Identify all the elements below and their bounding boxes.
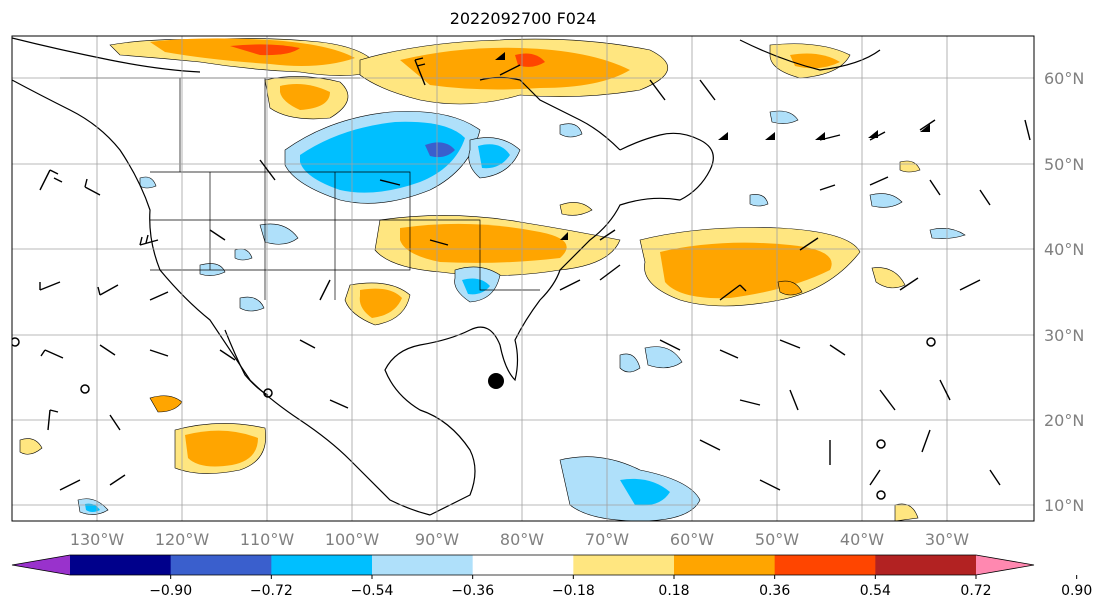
graticule [12, 36, 1034, 521]
colorbar-segment [372, 555, 474, 575]
wind-barb-pennants [495, 52, 930, 240]
colorbar-tick-label: −0.90 [149, 583, 192, 599]
colorbar-extend-low [12, 555, 70, 575]
lat-label-20: 20°N [1044, 411, 1084, 430]
colorbar-tick-labels: −0.90 −0.72 −0.54 −0.36 −0.18 0.18 0.36 0.54 0.7… [149, 575, 1092, 599]
colorbar-tick-label: −0.54 [351, 583, 394, 599]
lon-label-50w: 50°W [755, 530, 799, 549]
colorbar-outline [11, 554, 1035, 576]
colorbar-tick-label: 0.90 [1061, 583, 1092, 599]
lon-label-30w: 30°W [925, 530, 969, 549]
lat-label-10: 10°N [1044, 496, 1084, 515]
colorbar-tick-label: 0.18 [658, 583, 689, 599]
colorbar-tick-label: 0.36 [759, 583, 790, 599]
wind-barbs [39, 57, 1031, 491]
storm-center-marker [488, 373, 504, 389]
colorbar-segment [472, 555, 574, 575]
colorbar-segment [70, 555, 172, 575]
lon-label-130w: 130°W [70, 530, 125, 549]
lat-label-60: 60°N [1044, 69, 1084, 88]
colorbar-tick-label: 0.54 [860, 583, 891, 599]
colorbar-segment [170, 555, 272, 575]
lat-label-40: 40°N [1044, 240, 1084, 259]
colorbar-extend-high [976, 555, 1034, 575]
lat-label-50: 50°N [1044, 155, 1084, 174]
lon-label-40w: 40°W [840, 530, 884, 549]
colorbar-segment [573, 555, 675, 575]
colorbar-tick-label: −0.36 [451, 583, 494, 599]
colorbar-tick-label: 0.72 [960, 583, 991, 599]
lon-label-60w: 60°W [670, 530, 714, 549]
colorbar-tick-label: −0.72 [250, 583, 293, 599]
coastlines [12, 37, 881, 516]
lon-label-80w: 80°W [500, 530, 544, 549]
colorbar-tick-label: −0.18 [552, 583, 595, 599]
lon-label-120w: 120°W [155, 530, 210, 549]
lon-label-70w: 70°W [585, 530, 629, 549]
latitude-labels: 60°N 50°N 40°N 30°N 20°N 10°N [1044, 69, 1084, 515]
longitude-labels: 130°W 120°W 110°W 100°W 90°W 80°W 70°W 6… [70, 530, 969, 549]
lon-label-110w: 110°W [240, 530, 295, 549]
lat-label-30: 30°N [1044, 326, 1084, 345]
lon-label-90w: 90°W [415, 530, 459, 549]
colorbar-segment [674, 555, 776, 575]
colorbar-segment [271, 555, 373, 575]
lon-label-100w: 100°W [325, 530, 380, 549]
colorbar-segment [774, 555, 876, 575]
map-frame [11, 35, 1035, 522]
colorbar [11, 554, 1035, 576]
colorbar-segment [875, 555, 977, 575]
map-title: 2022092700 F024 [449, 9, 597, 28]
calm-wind-markers [12, 337, 936, 500]
